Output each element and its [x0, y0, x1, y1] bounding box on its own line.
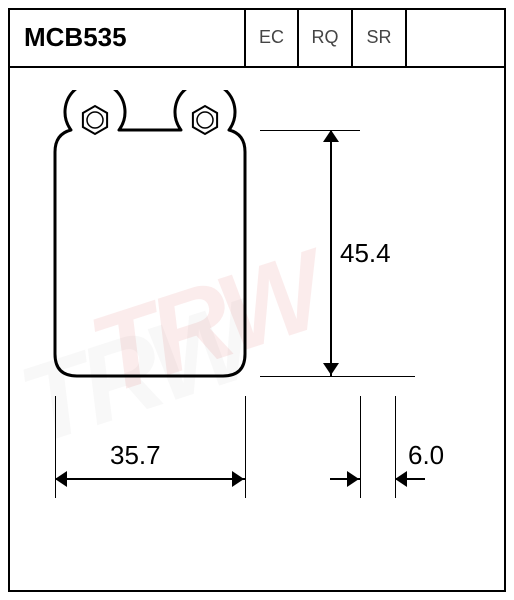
- dimension-height: 45.4: [340, 238, 391, 269]
- brake-pad-outline: [45, 90, 255, 386]
- dimension-width: 35.7: [110, 440, 161, 471]
- spec-rq: RQ: [298, 8, 352, 66]
- dimension-thickness: 6.0: [408, 440, 444, 471]
- spec-sr: SR: [352, 8, 406, 66]
- product-code: MCB535: [8, 22, 244, 53]
- header-divider: [8, 66, 506, 68]
- header-bar: MCB535 ECRQSR: [8, 8, 506, 66]
- spec-ec: EC: [244, 8, 298, 66]
